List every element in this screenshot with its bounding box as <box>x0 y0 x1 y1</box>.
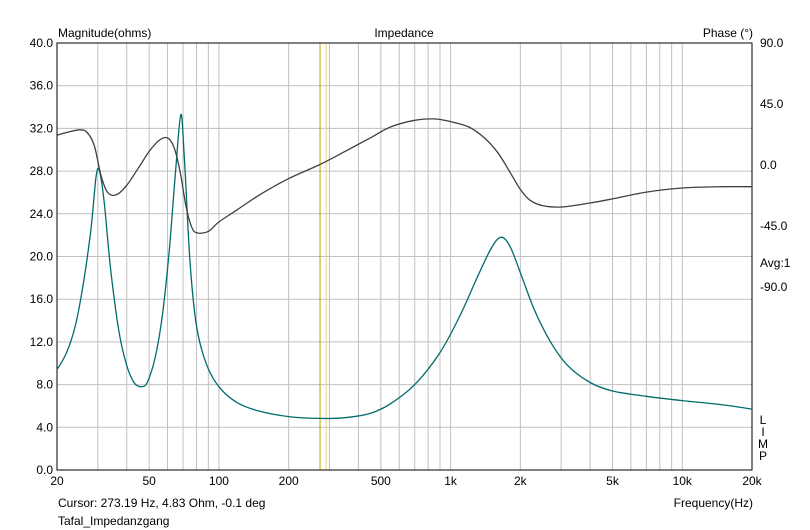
cursor-readout: Cursor: 273.19 Hz, 4.83 Ohm, -0.1 deg <box>58 496 266 510</box>
average-count-label: Avg:1 <box>760 256 791 270</box>
x-tick-label: 10k <box>673 474 693 488</box>
y-tick-label: 24.0 <box>30 207 54 221</box>
x-tick-label: 200 <box>279 474 299 488</box>
y-tick-label: 0.0 <box>36 463 53 477</box>
x-tick-label: 5k <box>606 474 620 488</box>
limp-logo-letter: L <box>760 413 767 427</box>
magnitude-series-line <box>56 113 753 420</box>
x-tick-label: 2k <box>514 474 528 488</box>
y2-axis-label: Phase (°) <box>702 26 753 40</box>
y-tick-label: 16.0 <box>30 292 54 306</box>
measurement-name: Tafal_Impedanzgang <box>58 514 170 528</box>
y2-tick-label: 90.0 <box>760 36 784 50</box>
x-tick-label: 50 <box>143 474 157 488</box>
limp-logo-letter: P <box>759 449 767 463</box>
grid <box>56 42 753 471</box>
cursor-lines <box>319 43 327 470</box>
y-tick-label: 28.0 <box>30 164 54 178</box>
y2-tick-label: -45.0 <box>760 219 788 233</box>
y-tick-label: 12.0 <box>30 335 54 349</box>
chart-title: Impedance <box>374 26 434 40</box>
y-tick-label: 20.0 <box>30 250 54 264</box>
y-axis-label: Magnitude(ohms) <box>58 26 152 40</box>
y-tick-label: 40.0 <box>30 36 54 50</box>
y2-tick-label: 45.0 <box>760 97 784 111</box>
y2-tick-label: 0.0 <box>760 158 777 172</box>
y-tick-label: 4.0 <box>36 420 53 434</box>
x-tick-label: 20k <box>742 474 762 488</box>
plot-border <box>56 42 753 471</box>
x-tick-label: 20 <box>50 474 64 488</box>
series-group <box>56 113 753 420</box>
limp-logo-letter: M <box>758 437 768 451</box>
x-tick-labels: 20 50 100 200 500 1k 2k 5k 10k 20k <box>50 474 762 488</box>
y2-tick-labels: 90.0 45.0 0.0 -45.0 -90.0 <box>760 36 788 294</box>
y-tick-label: 8.0 <box>36 378 53 392</box>
y-tick-label: 36.0 <box>30 79 54 93</box>
plot-frame <box>56 42 753 471</box>
y-tick-label: 32.0 <box>30 121 54 135</box>
x-tick-label: 500 <box>371 474 391 488</box>
x-axis-label: Frequency(Hz) <box>673 496 753 510</box>
limp-logo-letter: I <box>761 425 764 439</box>
y-tick-labels: 0.0 4.0 8.0 12.0 16.0 20.0 24.0 28.0 32.0 36.0 40.… <box>30 36 54 477</box>
y2-tick-label: -90.0 <box>760 280 788 294</box>
x-tick-label: 100 <box>209 474 229 488</box>
x-tick-label: 1k <box>444 474 458 488</box>
phase-series-line <box>56 118 753 234</box>
